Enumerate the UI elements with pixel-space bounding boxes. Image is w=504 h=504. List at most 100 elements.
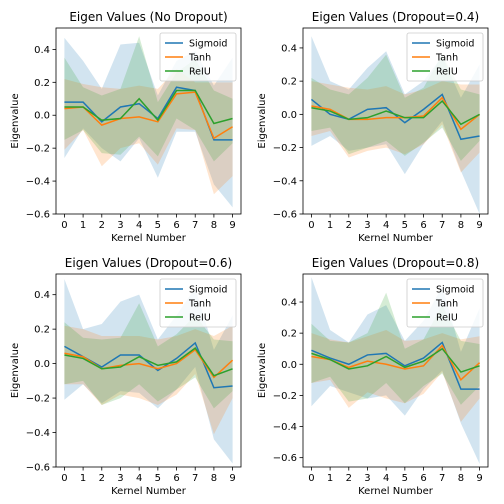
- chart-title: Eigen Values (No Dropout): [69, 10, 227, 24]
- subplot-3: 0 1 2 3 4 5 6 7 8 9 −0.6 −0.4 −0.2 0.0 0.2 0.4 Eigen Val…: [257, 256, 489, 497]
- x-tick-label: 4: [383, 220, 389, 231]
- y-tick-label: 0.0: [34, 111, 50, 122]
- x-tick-label: 0: [61, 473, 67, 484]
- x-axis-label: Kernel Number: [111, 486, 187, 497]
- legend-label-reiu: ReIU: [189, 313, 211, 324]
- y-tick-label: −0.6: [273, 210, 297, 221]
- series-line-reiu: [311, 99, 480, 126]
- x-tick-label: 6: [173, 220, 179, 231]
- x-tick-label: 1: [80, 220, 86, 231]
- x-tick-label: 0: [61, 220, 67, 231]
- x-tick-label: 0: [308, 473, 314, 484]
- x-tick-label: 2: [99, 473, 105, 484]
- y-tick-label: 0.4: [34, 45, 50, 56]
- x-tick-label: 0: [308, 220, 314, 231]
- y-tick-label: 0.4: [34, 290, 50, 301]
- legend: Sigmoid Tanh ReIU: [159, 278, 237, 328]
- legend-label-sigmoid: Sigmoid: [436, 39, 474, 50]
- y-tick-label: −0.2: [26, 394, 50, 405]
- x-tick-label: 2: [346, 473, 352, 484]
- subplot-2: 0 1 2 3 4 5 6 7 8 9 −0.6 −0.4 −0.2 0.0 0.2 0.4 Eigen Val…: [10, 256, 242, 497]
- y-tick-label: 0.4: [281, 43, 297, 54]
- y-tick-label: −0.4: [26, 428, 50, 439]
- x-tick-label: 1: [327, 473, 333, 484]
- band-tanh: [64, 69, 233, 195]
- x-tick-label: 3: [117, 220, 123, 231]
- y-tick-label: 0.2: [34, 78, 50, 89]
- x-tick-label: 4: [383, 473, 389, 484]
- y-tick-label: 0.0: [34, 359, 50, 370]
- x-tick-label: 1: [327, 220, 333, 231]
- y-tick-label: −0.6: [26, 210, 50, 221]
- y-tick-label: 0.0: [281, 360, 297, 371]
- y-tick-label: −0.2: [273, 143, 297, 154]
- legend: Sigmoid Tanh ReIU: [159, 32, 237, 82]
- band-tanh: [311, 330, 480, 422]
- series-line-sigmoid: [311, 341, 480, 390]
- x-tick-label: 8: [458, 473, 464, 484]
- x-tick-label: 7: [192, 220, 198, 231]
- legend-box: [406, 32, 484, 82]
- y-tick-label: 0.4: [281, 298, 297, 309]
- legend-label-reiu: ReIU: [189, 67, 211, 78]
- x-tick-label: 9: [229, 220, 235, 231]
- x-axis-label: Kernel Number: [358, 486, 434, 497]
- x-tick-label: 6: [173, 473, 179, 484]
- x-tick-label: 8: [211, 473, 217, 484]
- series-line-reiu: [64, 89, 233, 125]
- series-line-reiu: [64, 347, 233, 377]
- y-tick-label: 0.2: [281, 329, 297, 340]
- y-tick-label: −0.6: [26, 463, 50, 474]
- x-tick-label: 3: [364, 220, 370, 231]
- y-axis-label: Eigenvalue: [10, 343, 21, 398]
- x-tick-label: 5: [402, 220, 408, 231]
- legend-label-reiu: ReIU: [436, 313, 458, 324]
- x-tick-label: 3: [364, 473, 370, 484]
- x-tick-label: 7: [439, 473, 445, 484]
- series-line-reiu: [311, 347, 480, 373]
- x-tick-label: 9: [229, 473, 235, 484]
- x-tick-label: 7: [192, 473, 198, 484]
- legend-box: [159, 32, 237, 82]
- chart-title: Eigen Values (Dropout=0.4): [312, 10, 479, 24]
- x-tick-label: 9: [476, 473, 482, 484]
- series-line-tanh: [64, 348, 234, 379]
- axes-frame: [302, 273, 489, 468]
- axes-frame: [302, 27, 489, 215]
- legend-box: [159, 278, 237, 328]
- y-axis-label: Eigenvalue: [257, 343, 268, 398]
- legend-label-tanh: Tanh: [188, 299, 211, 310]
- x-tick-label: 5: [155, 473, 161, 484]
- x-tick-label: 8: [458, 220, 464, 231]
- y-tick-label: −0.4: [26, 177, 50, 188]
- band-tanh: [311, 81, 480, 173]
- y-tick-label: 0.0: [281, 110, 297, 121]
- chart-title: Eigen Values (Dropout=0.8): [312, 256, 479, 270]
- legend-label-sigmoid: Sigmoid: [189, 285, 227, 296]
- x-tick-label: 3: [117, 473, 123, 484]
- y-tick-label: −0.2: [26, 144, 50, 155]
- x-tick-label: 2: [346, 220, 352, 231]
- series-line-tanh: [64, 91, 233, 140]
- x-tick-label: 5: [402, 473, 408, 484]
- legend-label-reiu: ReIU: [436, 67, 458, 78]
- x-tick-label: 5: [155, 220, 161, 231]
- legend-box: [406, 278, 484, 328]
- legend-label-sigmoid: Sigmoid: [189, 39, 227, 50]
- subplot-0: 0 1 2 3 4 5 6 7 8 9 −0.6 −0.4 −0.2 0.0 0.2 0.4 Eigen Val…: [10, 10, 242, 244]
- legend-label-sigmoid: Sigmoid: [436, 285, 474, 296]
- y-tick-label: −0.4: [273, 176, 297, 187]
- x-tick-label: 4: [136, 220, 142, 231]
- x-tick-label: 1: [80, 473, 86, 484]
- x-axis-label: Kernel Number: [111, 233, 187, 244]
- x-tick-label: 9: [476, 220, 482, 231]
- legend: Sigmoid Tanh ReIU: [406, 32, 484, 82]
- axes-frame: [55, 27, 242, 215]
- y-axis-label: Eigenvalue: [10, 93, 21, 148]
- legend-label-tanh: Tanh: [435, 53, 458, 64]
- y-tick-label: −0.2: [273, 391, 297, 402]
- band-reiu: [64, 303, 233, 409]
- y-tick-label: −0.4: [273, 422, 297, 433]
- chart-title: Eigen Values (Dropout=0.6): [65, 256, 232, 270]
